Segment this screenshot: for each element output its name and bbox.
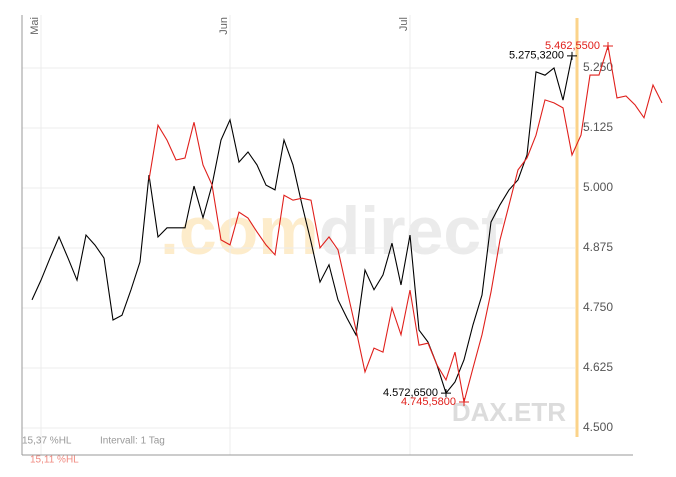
series-line bbox=[148, 45, 663, 403]
y-tick-label: 5.000 bbox=[583, 180, 613, 194]
x-tick-label: Jul bbox=[398, 17, 410, 31]
logo-part: direct bbox=[319, 193, 504, 269]
footer-range: 15,37 %HL bbox=[22, 436, 72, 447]
value-label: 5.462,5500 bbox=[545, 40, 600, 52]
x-tick-label: Mai bbox=[29, 17, 41, 35]
y-tick-label: 5.125 bbox=[583, 120, 613, 134]
y-tick-label: 4.875 bbox=[583, 240, 613, 254]
value-label: 4.572,6500 bbox=[383, 387, 438, 399]
logo-part: .com bbox=[160, 193, 319, 269]
value-label: 4.745,5800 bbox=[401, 396, 456, 408]
logo-watermark: .comdirect bbox=[160, 193, 504, 269]
extreme-marker bbox=[567, 51, 577, 60]
y-tick-label: 4.625 bbox=[583, 360, 613, 374]
footer-interval: Intervall: 1 Tag bbox=[100, 436, 165, 447]
y-tick-label: 4.500 bbox=[583, 420, 613, 434]
footer-range: 15,11 %HL bbox=[30, 455, 79, 466]
value-label: 5.275,3200 bbox=[509, 50, 564, 62]
plot: 4.500 4.625 4.750 4.875 5.000 5.125 5.250 Mai Ju… bbox=[22, 15, 663, 455]
y-tick-label: 5.250 bbox=[583, 60, 613, 74]
x-tick-label: Jun bbox=[218, 17, 230, 35]
extreme-marker bbox=[441, 389, 451, 398]
symbol-watermark: DAX.ETR bbox=[452, 397, 566, 427]
extreme-marker bbox=[603, 42, 613, 51]
y-tick-label: 4.750 bbox=[583, 300, 613, 314]
extreme-marker bbox=[459, 397, 469, 406]
series-line bbox=[31, 55, 573, 395]
